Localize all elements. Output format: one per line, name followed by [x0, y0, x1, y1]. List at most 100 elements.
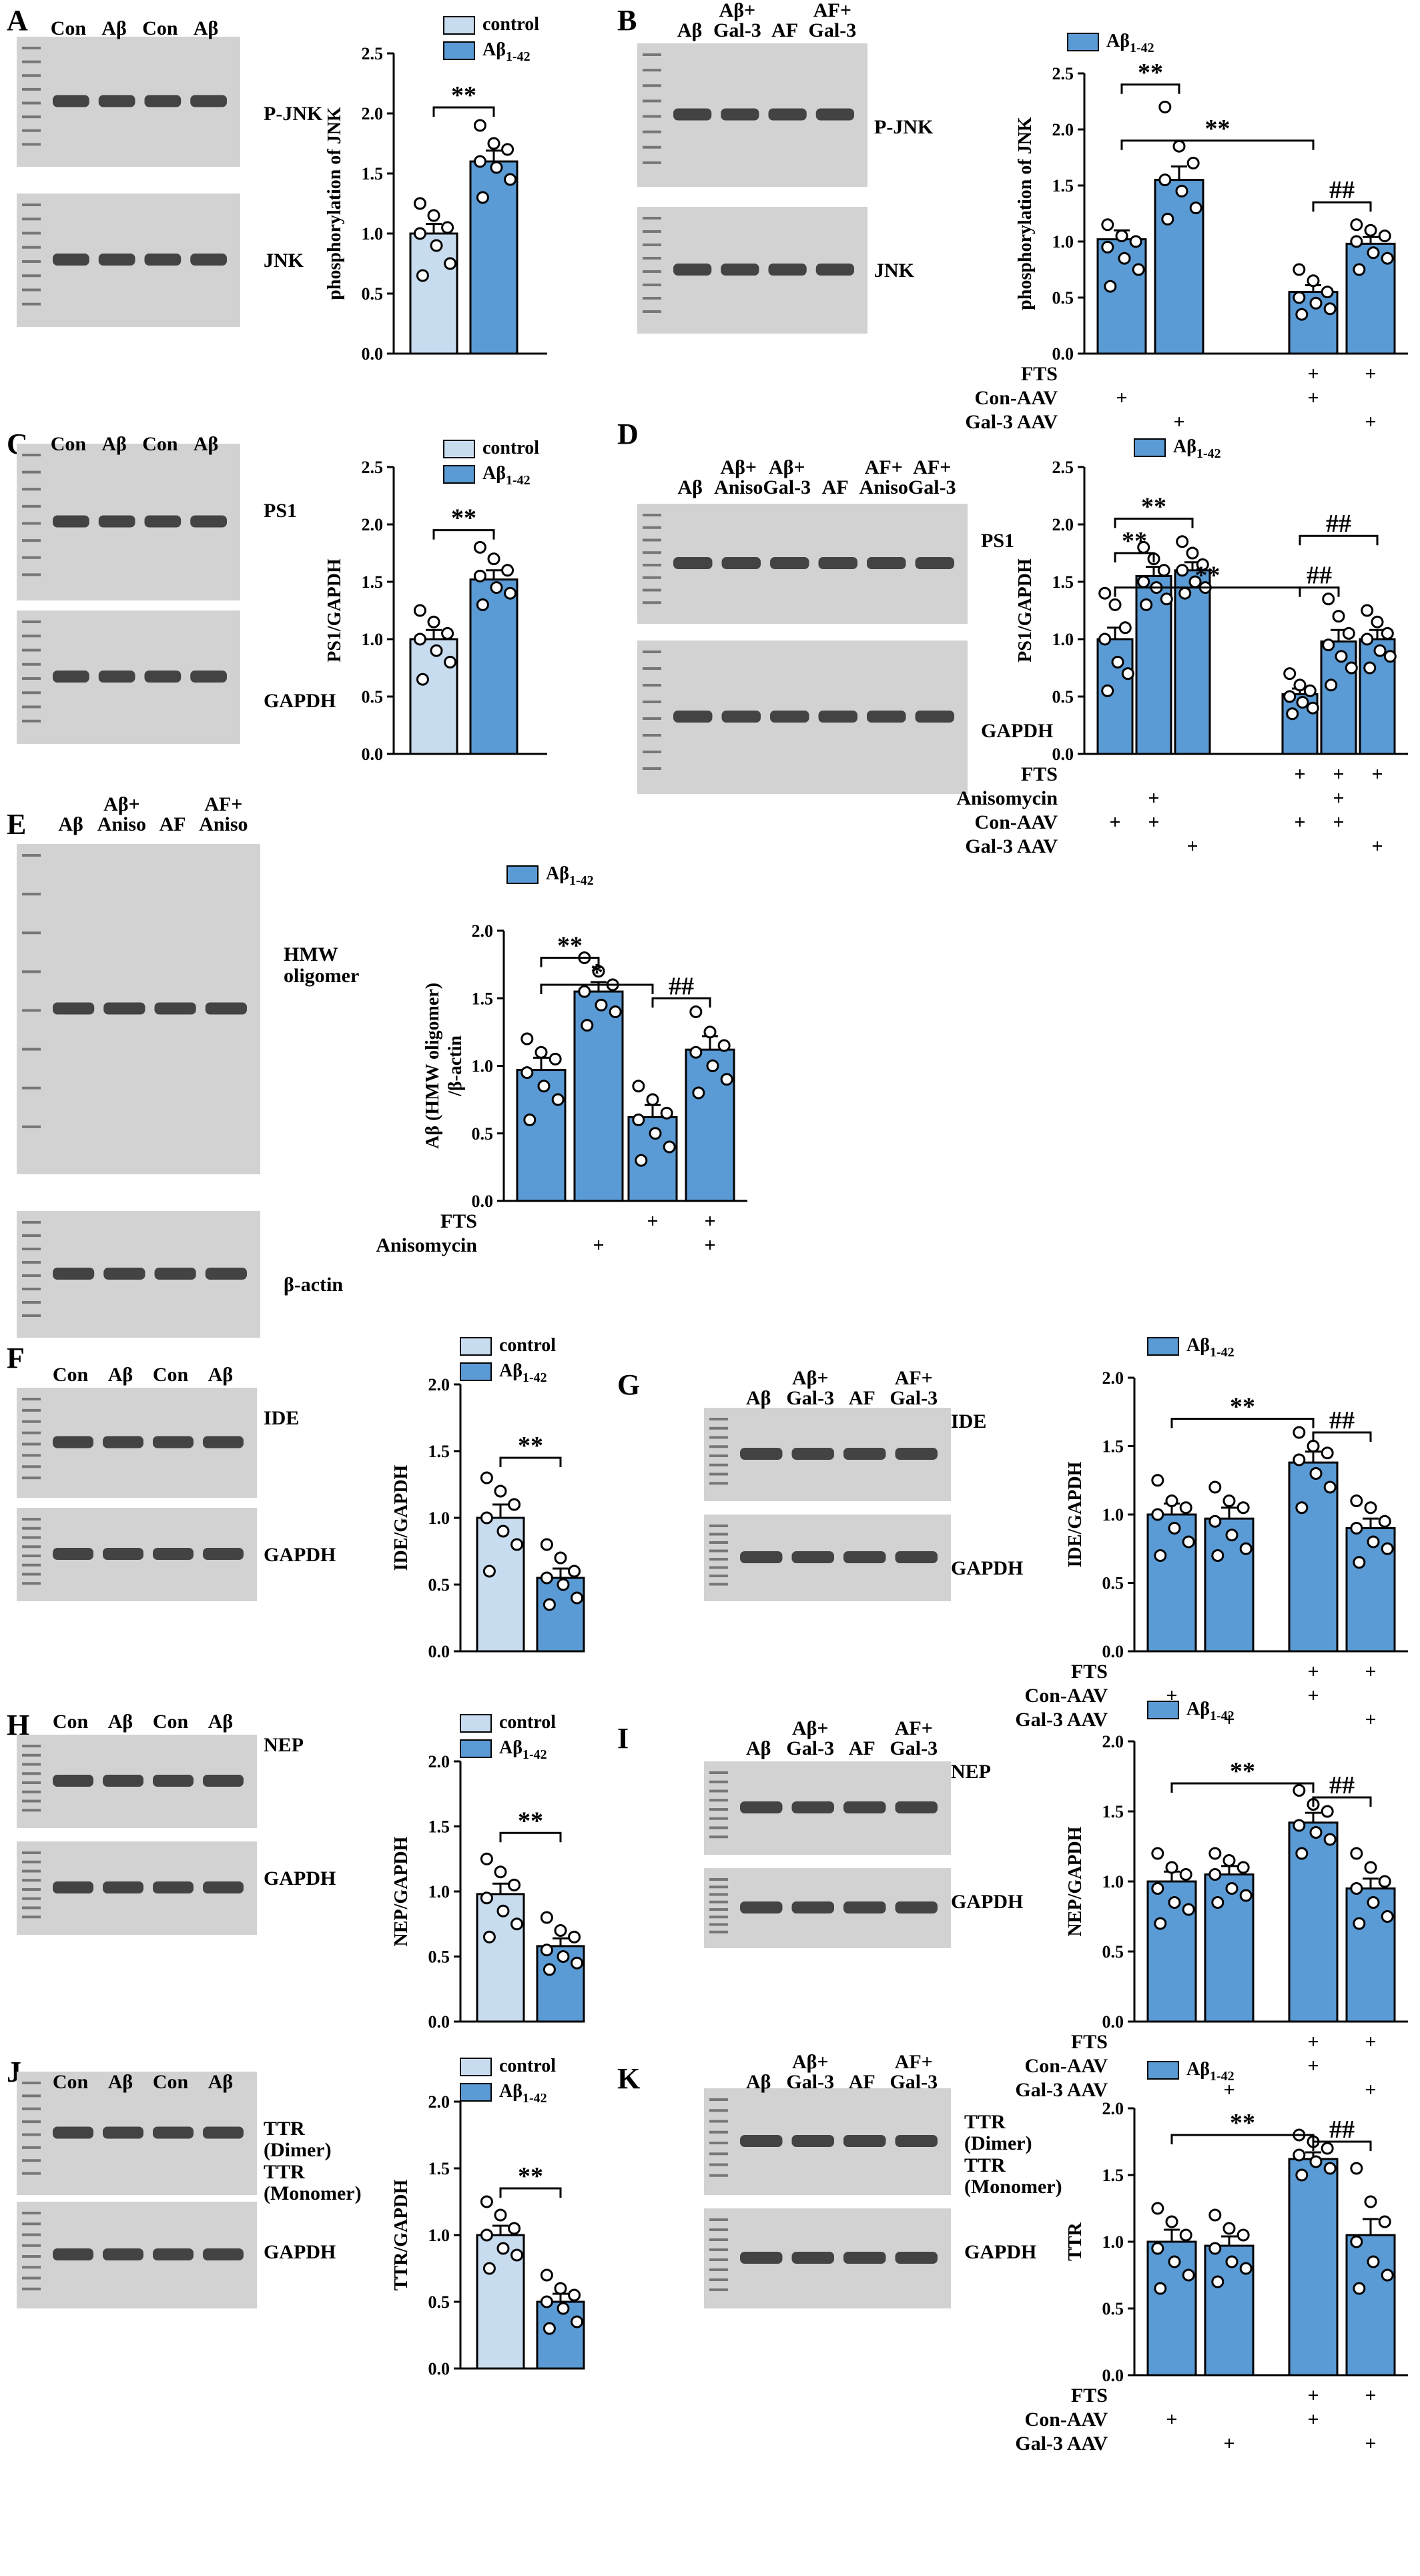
y-tick-label: 1.5: [428, 1442, 450, 1461]
legend-label: control: [482, 14, 539, 35]
legend-swatch: [1147, 2061, 1179, 2080]
data-point: [1222, 1494, 1236, 1507]
data-point: [1182, 1535, 1195, 1549]
ladder-mark: [22, 1860, 41, 1863]
bar: [409, 232, 458, 355]
data-point: [1151, 1508, 1164, 1521]
bar: [536, 2300, 585, 2370]
y-tick-label: 1.0: [362, 224, 384, 244]
legend: Aβ1-42: [1147, 1335, 1234, 1360]
ladder-mark: [22, 1301, 41, 1304]
y-tick-label: 0.5: [1102, 2299, 1124, 2318]
data-point: [557, 2302, 570, 2315]
band-label: GAPDH: [964, 2241, 1036, 2263]
blot-band: [203, 1881, 244, 1893]
legend-swatch: [443, 440, 475, 458]
y-tick-label: 0.5: [428, 2292, 450, 2312]
band-label: (Dimer): [264, 2139, 332, 2161]
data-point: [501, 564, 514, 577]
blot-band: [153, 1775, 194, 1787]
data-point: [1151, 1847, 1164, 1860]
legend-swatch: [460, 1714, 492, 1733]
data-point: [1323, 2162, 1337, 2175]
y-tick-label: 0.5: [362, 284, 384, 304]
blot-band: [915, 557, 954, 569]
condition-mark: +: [1365, 1661, 1376, 1683]
condition-label: Gal-3 AAV: [1015, 2079, 1108, 2101]
condition-mark: +: [1148, 811, 1159, 833]
ladder-mark: [22, 2159, 41, 2162]
ladder-mark: [643, 651, 661, 653]
blot-band: [190, 254, 227, 266]
condition-mark: +: [1307, 363, 1319, 385]
significance-label: **: [518, 1807, 543, 1835]
y-tick-label: 1.5: [472, 989, 494, 1008]
ladder-mark: [643, 526, 661, 529]
legend-swatch: [1147, 1701, 1179, 1719]
blot-band: [98, 254, 135, 266]
lane-label: Gal-3: [908, 476, 956, 498]
condition-mark: +: [1109, 811, 1120, 833]
band-label: TTR: [964, 2154, 1006, 2176]
ladder-mark: [22, 620, 41, 623]
condition-label: Gal-3 AAV: [1015, 2433, 1108, 2455]
data-point: [444, 655, 457, 669]
data-point: [1383, 650, 1397, 663]
bar-chart: 0.0 0.5 1.0 1.5 2.0 2.5 PS1/GAPDH ** control Aβ1-…: [324, 438, 547, 764]
data-point: [1364, 1501, 1377, 1515]
ladder-mark: [709, 1533, 728, 1536]
data-point: [1151, 1882, 1164, 1895]
y-axis-label: phosphorylation of JNK: [324, 107, 345, 300]
data-point: [496, 2242, 510, 2255]
band-label: IDE: [951, 1410, 986, 1432]
data-point: [1364, 224, 1377, 237]
significance-bracket: [432, 529, 495, 540]
ladder-mark: [22, 539, 41, 542]
legend-label: Aβ1-42: [499, 1360, 547, 1385]
panel-C: CConAβConAβPS1GAPDH0.00.51.01.52.02.5PS1…: [7, 428, 547, 764]
blot-band: [818, 711, 857, 723]
data-point: [1176, 564, 1189, 577]
data-point: [480, 1511, 493, 1525]
data-point: [689, 1045, 703, 1059]
legend-swatch: [1134, 438, 1166, 457]
data-point: [1158, 173, 1172, 187]
ladder-mark: [22, 2172, 41, 2175]
y-tick-label: 0.5: [1102, 1942, 1124, 1962]
panel-J: J Con Aβ Con AβTTR(Dimer)TTR(Monomer)GAPDH0.…: [7, 2056, 585, 2379]
significance-bracket: [651, 997, 711, 1008]
blot-band: [843, 2252, 886, 2264]
y-tick-label: 2.0: [1052, 120, 1074, 139]
data-point: [1101, 218, 1114, 232]
y-tick-label: 2.0: [472, 921, 494, 941]
y-tick-label: 0.5: [428, 1948, 450, 1967]
data-point: [480, 2228, 493, 2242]
band-label: GAPDH: [981, 720, 1053, 742]
data-point: [444, 257, 457, 270]
ladder-mark: [22, 218, 41, 221]
ladder-mark: [709, 2288, 728, 2291]
lane-label: AF: [771, 19, 798, 41]
ladder-mark: [22, 1454, 41, 1457]
significance-bracket: [1120, 83, 1180, 94]
lane-label: Aβ: [746, 1387, 771, 1409]
ladder-mark: [709, 2152, 728, 2156]
data-point: [1350, 1847, 1363, 1860]
data-point: [490, 581, 503, 594]
data-point: [508, 1878, 521, 1891]
ladder-mark: [709, 1930, 728, 1934]
significance-bracket: [1299, 586, 1340, 597]
y-tick-label: 2.0: [1052, 515, 1074, 534]
legend-swatch: [443, 16, 475, 35]
blot-band: [53, 515, 89, 528]
data-point: [430, 644, 443, 657]
significance-label: **: [1230, 2109, 1255, 2137]
lane-label: Con: [153, 1364, 189, 1386]
condition-mark: +: [1294, 763, 1305, 785]
ladder-mark: [709, 1482, 728, 1485]
ladder-mark: [709, 2258, 728, 2261]
condition-mark: +: [1294, 811, 1305, 833]
legend-label: Aβ1-42: [1106, 31, 1154, 55]
bar: [1146, 1513, 1197, 1653]
data-point: [540, 1571, 553, 1585]
